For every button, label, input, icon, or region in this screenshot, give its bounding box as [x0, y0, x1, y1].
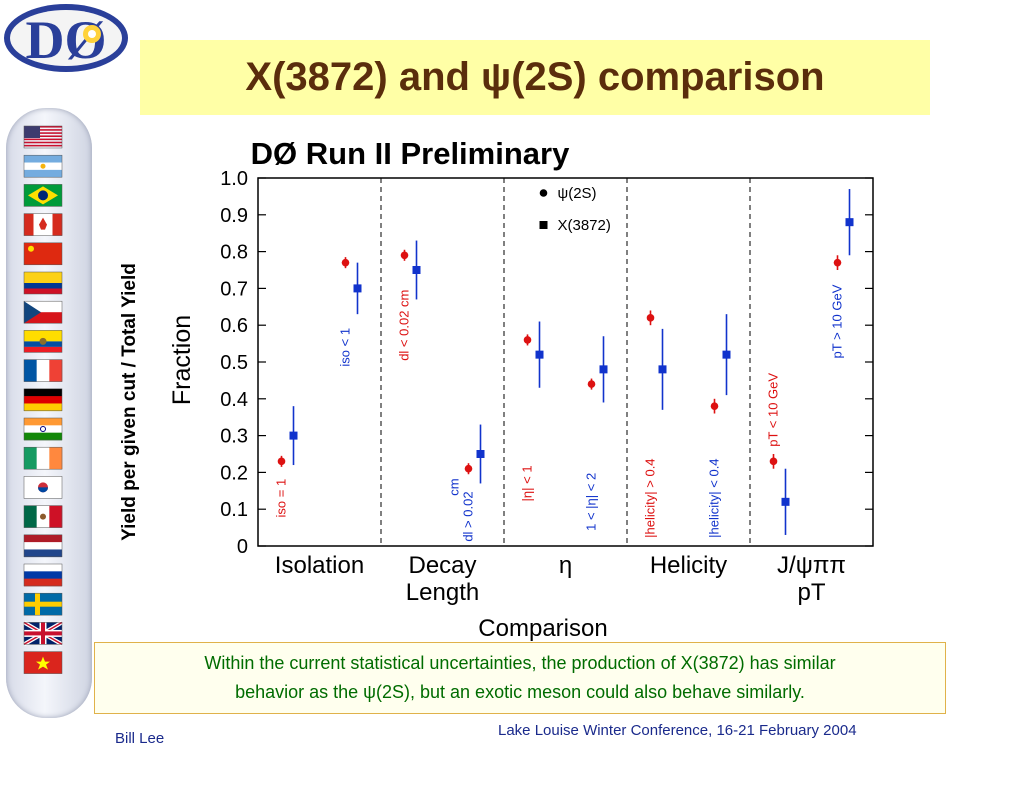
cut-label: |η| < 1 — [520, 465, 535, 501]
chart-y-label: Fraction — [168, 315, 196, 405]
psi2s-point — [710, 402, 719, 410]
y-tick-label: 0.3 — [220, 426, 248, 448]
cut-label: pT < 10 GeV — [766, 373, 781, 447]
y-axis: 0 0.1 0.2 0.3 0.4 0.5 0.6 0.7 0.8 0.9 1.0 — [220, 168, 873, 558]
d0-logo: DØ — [4, 4, 128, 72]
author: Bill Lee — [115, 730, 165, 747]
cut-label: dl < 0.02 cm — [397, 290, 412, 361]
psi2s-point — [341, 258, 350, 267]
conference: Lake Louise Winter Conference, 16-21 Feb… — [498, 722, 857, 739]
y-tick-label: 0.9 — [220, 205, 248, 227]
flag-sidebar — [6, 108, 92, 718]
y-tick-label: 0.6 — [220, 315, 248, 337]
category-dividers — [380, 178, 751, 546]
side-y-axis-label: Yield per given cut / Total Yield — [119, 263, 140, 541]
flag-brazil — [23, 184, 63, 207]
y-tick-label: 0.1 — [220, 499, 248, 521]
flag-india — [23, 417, 63, 441]
category-label: η — [559, 552, 572, 579]
cut-label: |helicity| < 0.4 — [707, 458, 722, 537]
caption-box: Within the current statistical uncertain… — [94, 642, 946, 714]
x3872-point — [658, 365, 667, 374]
cut-label: iso = 1 — [274, 479, 289, 518]
x3872-point — [476, 450, 485, 458]
flag-mexico — [23, 505, 63, 528]
legend-label: ψ(2S) — [558, 185, 597, 202]
flag-czech-republic — [23, 300, 63, 324]
category-label-line2: Length — [406, 579, 479, 606]
data-points — [277, 189, 854, 535]
y-tick-label: 1.0 — [220, 168, 248, 190]
flag-netherlands — [23, 534, 63, 558]
psi2s-point — [523, 336, 532, 344]
category-label: Helicity — [650, 552, 727, 579]
x3872-point — [289, 431, 298, 440]
y-tick-label: 0.7 — [220, 278, 248, 300]
flag-russia — [23, 563, 63, 587]
flag-germany — [23, 388, 63, 412]
x3872-point — [412, 266, 421, 274]
flag-colombia — [23, 271, 63, 295]
flag-argentina — [23, 154, 63, 178]
flag-usa — [23, 125, 63, 149]
x3872-point — [599, 365, 608, 374]
cut-label: pT > 10 GeV — [830, 284, 845, 358]
psi2s-point — [400, 251, 409, 260]
category-label: Isolation — [275, 552, 364, 579]
title-banner: X(3872) and ψ(2S) comparison — [140, 40, 930, 115]
flag-vietnam — [23, 651, 63, 674]
y-tick-label: 0.4 — [220, 389, 248, 411]
fraction-comparison-chart: DØ Run II Preliminary Fraction 0 0.1 0.2 0.… — [168, 136, 874, 642]
category-label-line2: pT — [797, 579, 825, 606]
psi2s-point — [769, 457, 778, 466]
cut-label: 1 < |η| < 2 — [584, 473, 599, 531]
x3872-point — [353, 284, 362, 293]
flag-china — [23, 242, 63, 266]
y-tick-label: 0 — [237, 536, 248, 558]
flag-united-kingdom — [22, 620, 64, 647]
caption-line-1: Within the current statistical uncertain… — [204, 653, 836, 673]
psi2s-point — [833, 258, 842, 267]
x3872-point — [781, 497, 790, 506]
slide-title: X(3872) and ψ(2S) comparison — [245, 55, 825, 99]
x3872-point — [535, 350, 544, 359]
flag-canada — [23, 213, 63, 236]
psi2s-point — [646, 314, 655, 322]
flag-column — [22, 125, 64, 674]
x3872-point — [845, 218, 854, 227]
flag-france — [23, 359, 63, 382]
caption-line-2: behavior as the ψ(2S), but an exotic mes… — [235, 682, 805, 702]
chart-x-label: Comparison — [478, 615, 607, 642]
psi2s-point — [587, 380, 596, 388]
y-tick-label: 0.8 — [220, 242, 248, 264]
y-tick-label: 0.5 — [220, 352, 248, 374]
cut-label: dl > 0.02 — [461, 491, 476, 541]
flag-ecuador — [23, 330, 63, 353]
psi2s-point — [277, 457, 286, 466]
chart-title: DØ Run II Preliminary — [251, 136, 570, 171]
legend: ψ(2S) X(3872) — [539, 185, 611, 234]
cut-label: iso < 1 — [338, 328, 353, 367]
cut-label: |helicity| > 0.4 — [643, 458, 658, 537]
psi2s-point — [464, 464, 473, 473]
x3872-point — [722, 350, 731, 359]
y-tick-label: 0.2 — [220, 462, 248, 484]
cut-label: cm — [447, 478, 462, 495]
category-label: J/ψππ — [777, 552, 846, 579]
legend-marker-circle — [539, 189, 548, 197]
flag-ireland — [23, 446, 63, 470]
legend-label: X(3872) — [558, 217, 611, 234]
flag-sweden — [23, 592, 63, 616]
flag-south-korea — [23, 476, 63, 499]
category-label: Decay — [408, 552, 476, 579]
legend-marker-square — [539, 221, 548, 229]
